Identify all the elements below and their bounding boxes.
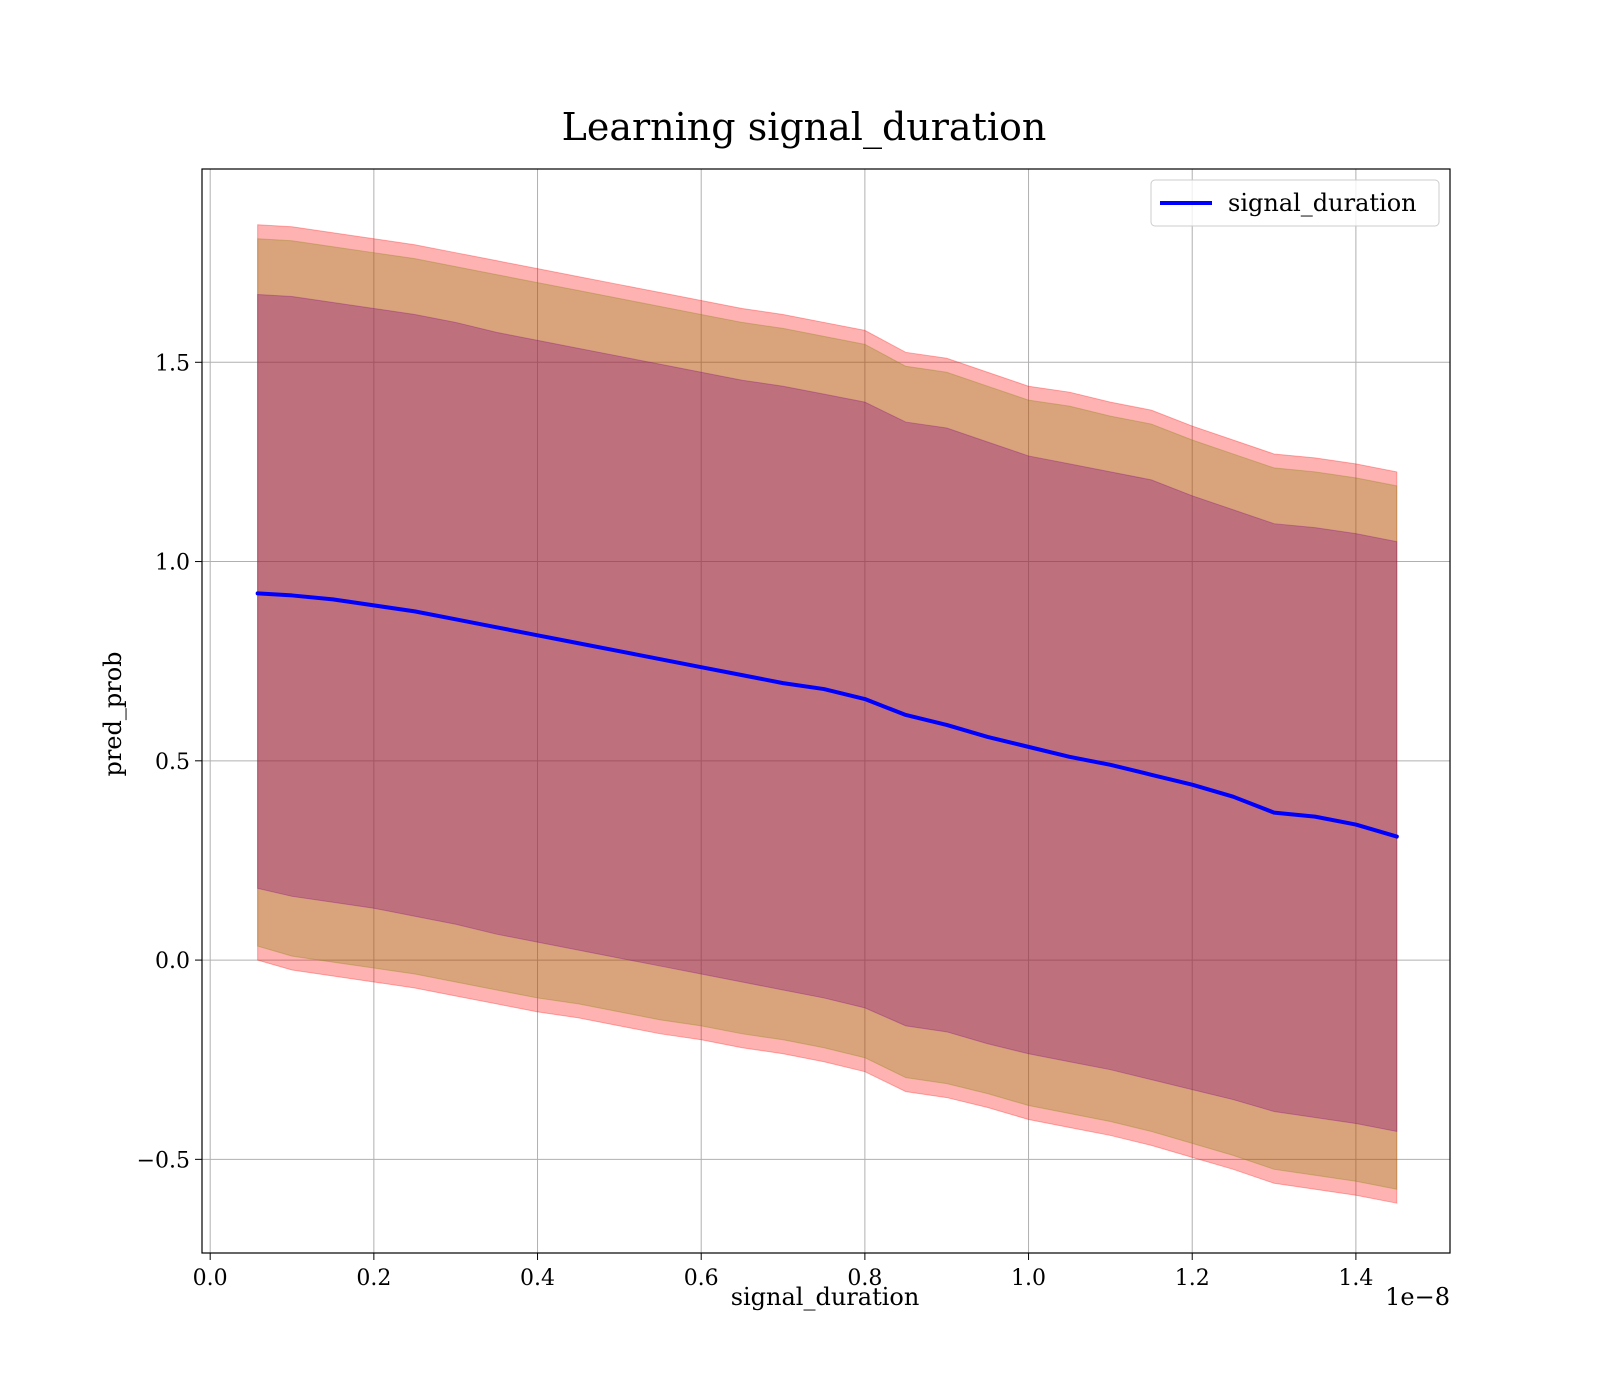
x-tick-label: 0.6 (684, 1266, 719, 1291)
band-middle (257, 238, 1398, 1190)
x-axis-label: signal_duration (731, 1283, 920, 1311)
grid (202, 169, 1450, 1253)
legend: signal_duration (1150, 179, 1440, 227)
series-line-signal-duration (255, 591, 1399, 839)
band-inner (257, 294, 1398, 1133)
y-tick-label: 1.0 (155, 551, 190, 576)
x-tick-label: 1.0 (1011, 1266, 1046, 1291)
band-outer (257, 224, 1398, 1204)
y-tick-label: −0.5 (137, 1148, 190, 1173)
x-tick-label: 0.2 (356, 1266, 391, 1291)
axis-ticks: 0.0 0.2 0.4 0.6 0.8 1.0 1.2 1.4 −0.5 0.0 0.5 1.0 1.5 (137, 351, 1374, 1291)
x-tick-label: 1.2 (1175, 1266, 1210, 1291)
series-lines (255, 591, 1399, 839)
confidence-bands (257, 224, 1398, 1204)
legend-entry-signal-duration: signal_duration (1228, 189, 1417, 217)
x-tick-label: 0.0 (193, 1266, 228, 1291)
x-tick-label: 0.8 (847, 1266, 882, 1291)
x-tick-label: 1.4 (1338, 1266, 1373, 1291)
chart-title: Learning signal_duration (562, 105, 1047, 150)
x-tick-label: 0.4 (520, 1266, 555, 1291)
x-offset-label: 1e−8 (1385, 1283, 1450, 1311)
legend-box (1150, 179, 1440, 227)
y-tick-label: 0.5 (155, 750, 190, 775)
y-axis-label: pred_prob (99, 651, 127, 776)
y-tick-label: 0.0 (155, 949, 190, 974)
plot-frame (201, 168, 1451, 1254)
y-tick-label: 1.5 (155, 351, 190, 376)
